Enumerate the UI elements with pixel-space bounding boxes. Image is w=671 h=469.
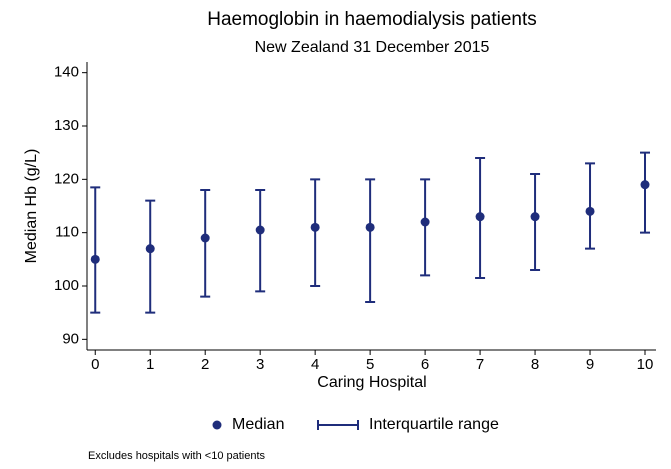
legend-marker [317,420,359,430]
median-point [530,212,540,222]
median-point [585,206,595,216]
iqr-bar [255,189,266,293]
median-point [255,225,265,235]
median-point [420,217,430,227]
median-point [145,244,155,254]
iqr-bar [200,189,211,298]
median-point [90,254,100,264]
iqr-bar [530,173,541,271]
median-point [640,180,650,190]
median-point [365,222,375,232]
x-tick-label: 10 [637,356,654,373]
iqr-bar [365,178,376,303]
chart-subtitle: New Zealand 31 December 2015 [255,39,490,56]
legend-label: Interquartile range [369,416,499,433]
y-axis-label: Median Hb (g/L) [23,149,40,264]
y-tick-label: 120 [54,170,79,187]
iqr-bar [420,178,431,277]
iqr-bar [145,199,156,314]
y-tick-label: 100 [54,277,79,294]
chart-title: Haemoglobin in haemodialysis patients [207,9,537,30]
legend-label: Median [232,416,284,433]
y-tick-label: 140 [54,64,79,81]
x-tick-label: 3 [256,356,264,373]
iqr-bar [640,151,651,234]
x-tick-label: 4 [311,356,319,373]
legend-marker [212,420,222,430]
x-tick-label: 9 [586,356,594,373]
y-tick-label: 130 [54,117,79,134]
median-point [310,222,320,232]
x-tick-label: 1 [146,356,154,373]
x-tick-label: 5 [366,356,374,373]
iqr-bar [585,162,596,250]
median-point [200,233,210,243]
iqr-bar [90,186,101,314]
x-tick-label: 8 [531,356,539,373]
y-tick-label: 90 [62,330,79,347]
iqr-bar [310,178,321,287]
x-tick-label: 6 [421,356,429,373]
y-tick-label: 110 [55,224,79,241]
x-tick-label: 2 [201,356,209,373]
footnote: Excludes hospitals with <10 patients [88,450,266,462]
x-axis-label: Caring Hospital [317,374,426,391]
median-point [475,212,485,222]
x-tick-label: 7 [476,356,484,373]
x-tick-label: 0 [91,356,99,373]
